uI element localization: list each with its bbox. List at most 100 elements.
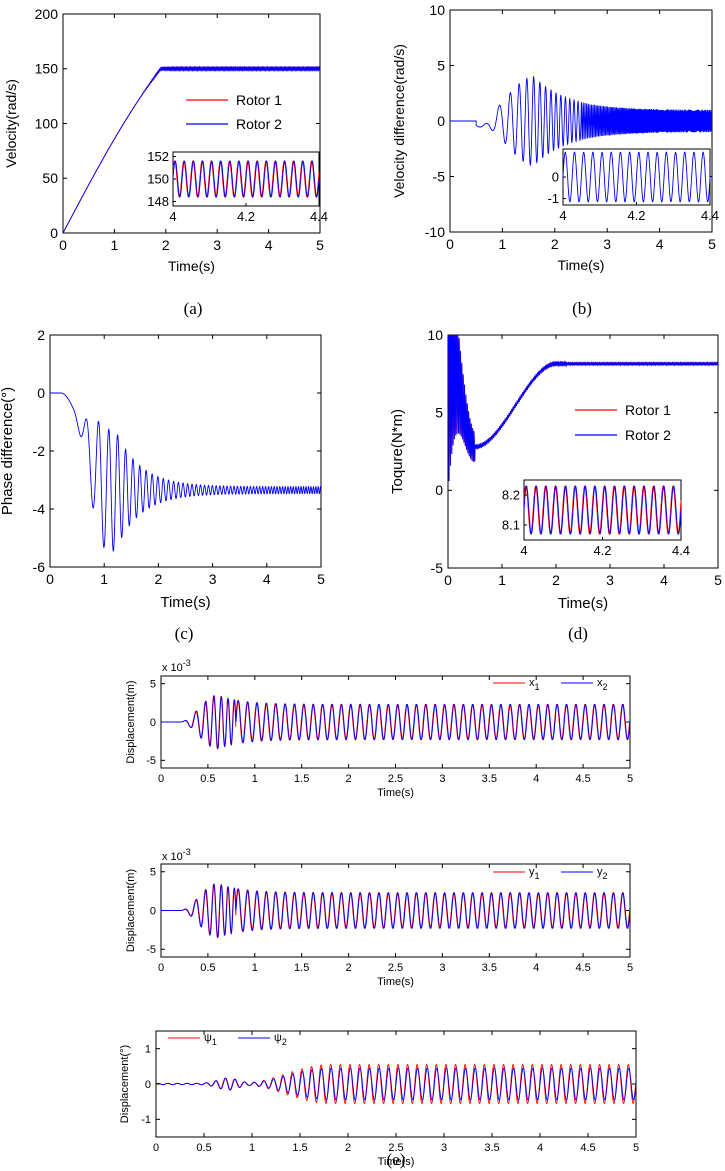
x-tick-label: 1 (498, 572, 506, 588)
series-line-x2 (161, 695, 630, 750)
inset-y-tick-label: -1 (547, 191, 559, 206)
x-tick-label: 2 (155, 571, 163, 587)
chart-displacement-x: 0 0.5 1 1.5 2 2.5 3 3.5 4 4.5 5-505Time(s)Displace… (125, 658, 633, 799)
y-tick-label: -6 (33, 559, 46, 575)
scale-note: x 10-3 (162, 847, 191, 863)
x-tick-label: 1 (499, 236, 507, 252)
y-tick-label: 10 (429, 2, 445, 18)
legend-entry: ψ2 (274, 1032, 287, 1047)
x-axis-label: Time(s) (558, 595, 608, 612)
inset-x-tick-label: 4.2 (627, 208, 645, 223)
y-tick-label: 0 (150, 717, 156, 729)
x-tick-label: 0 (59, 237, 67, 253)
x-axis-label: Time(s) (377, 976, 414, 988)
series-line-rotor-2 (63, 65, 320, 233)
x-tick-label: 5 (316, 237, 324, 253)
legend-entry: y2 (597, 866, 608, 881)
y-tick-label: 5 (437, 57, 445, 73)
x-tick-label: 1 (252, 773, 258, 785)
x-tick-label: 5 (317, 571, 325, 587)
x-tick-label: 1.5 (294, 962, 309, 974)
inset-x-tick-label: 4 (559, 208, 566, 223)
inset: 4 4.2 4.4 148 150 152 (147, 149, 328, 224)
scale-note: x 10-3 (162, 658, 191, 674)
legend-entry: Rotor 1 (625, 402, 671, 418)
y-tick-label: 50 (42, 170, 58, 186)
inset-x-tick-label: 4.4 (672, 543, 690, 558)
x-tick-label: 0 (153, 1142, 159, 1154)
inset-series-line (523, 485, 682, 535)
chart-displacement-y: 0 0.5 1 1.5 2 2.5 3 3.5 4 4.5 5-505Time(s)Displace… (125, 847, 633, 988)
inset-x-tick-label: 4.2 (237, 209, 255, 224)
x-tick-label: 3 (213, 237, 221, 253)
x-axis-label: Time(s) (558, 257, 605, 273)
x-tick-label: 0 (444, 572, 452, 588)
inset-series-line (172, 160, 320, 198)
x-tick-label: 4 (533, 962, 539, 974)
series-line-phase-difference (50, 392, 321, 552)
inset: 4 4.2 4.4 0 -1 (547, 148, 719, 223)
x-tick-label: 2 (551, 236, 559, 252)
y-axis-label: Displacement(m) (125, 680, 137, 763)
x-tick-label: 3 (209, 571, 217, 587)
x-axis-label: Time(s) (378, 1156, 415, 1168)
caption-a: (a) (184, 299, 203, 318)
inset-y-tick-label: 150 (147, 172, 169, 187)
x-tick-label: 4 (656, 236, 664, 252)
x-axis-label: Time(s) (160, 594, 210, 611)
inset-y-tick-label: 148 (147, 194, 169, 209)
x-tick-label: 4 (265, 237, 273, 253)
x-tick-label: 5 (708, 236, 716, 252)
x-tick-label: 3.5 (484, 1142, 499, 1154)
y-tick-label: 0 (145, 1079, 151, 1091)
x-tick-label: 4 (537, 1142, 543, 1154)
y-tick-label: 1 (145, 1044, 151, 1056)
y-tick-label: -5 (433, 168, 446, 184)
x-tick-label: 2 (346, 773, 352, 785)
y-tick-label: 0 (150, 905, 156, 917)
y-tick-label: -5 (431, 560, 444, 576)
x-tick-label: 0.5 (200, 773, 215, 785)
x-tick-label: 4 (263, 571, 271, 587)
series-line-y2 (161, 883, 630, 939)
x-tick-label: 2 (345, 1142, 351, 1154)
inset-y-tick-label: 8.2 (502, 488, 520, 503)
x-tick-label: 2.5 (388, 962, 403, 974)
inset-series-line (562, 151, 711, 203)
y-tick-label: 150 (35, 61, 59, 77)
x-tick-label: 3 (441, 1142, 447, 1154)
x-tick-label: 5 (627, 962, 633, 974)
inset-x-tick-label: 4.4 (701, 208, 719, 223)
caption-c: (c) (175, 624, 194, 643)
y-tick-label: 100 (35, 115, 59, 131)
legend-entry: Rotor 2 (236, 116, 282, 132)
y-tick-label: -1 (141, 1114, 151, 1126)
x-tick-label: 1 (100, 571, 108, 587)
inset-series-line (172, 160, 320, 198)
inset-x-tick-label: 4 (520, 543, 527, 558)
y-tick-label: 0 (37, 385, 45, 401)
x-axis-label: Time(s) (168, 258, 215, 274)
y-tick-label: 0 (435, 482, 443, 498)
x-tick-label: 2.5 (388, 773, 403, 785)
inset-y-tick-label: 0 (552, 170, 559, 185)
x-tick-label: 2 (552, 572, 560, 588)
series-line-rotor-2 (448, 335, 718, 482)
x-tick-label: 0 (158, 962, 164, 974)
y-axis-label: Toqure(N*m) (389, 409, 406, 494)
y-axis-label: Phase difference(°) (0, 387, 16, 515)
x-tick-label: 2 (162, 237, 170, 253)
x-tick-label: 0 (158, 773, 164, 785)
legend-entry: x1 (529, 677, 540, 692)
y-tick-label: 0 (50, 225, 58, 241)
legend-entry: x2 (597, 677, 608, 692)
y-tick-label: 0 (437, 113, 445, 129)
inset-x-tick-label: 4.2 (593, 543, 611, 558)
y-tick-label: 2 (37, 327, 45, 343)
inset-y-tick-label: 152 (147, 149, 169, 164)
y-axis-label: Displacement(m) (125, 869, 137, 952)
x-tick-label: 4.5 (575, 773, 590, 785)
x-tick-label: 1 (111, 237, 119, 253)
x-tick-label: 3 (606, 572, 614, 588)
